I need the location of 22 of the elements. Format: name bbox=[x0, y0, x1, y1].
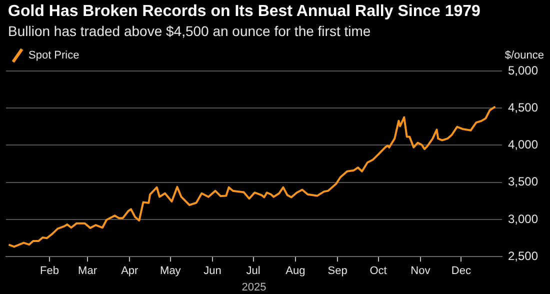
chart-subtitle: Bullion has traded above $4,500 an ounce for the first time bbox=[8, 23, 371, 39]
y-axis-title: $/ounce bbox=[504, 50, 544, 62]
x-axis-title: 2025 bbox=[242, 281, 266, 294]
x-tick-label: Dec bbox=[451, 265, 472, 278]
y-tick-label: 3,500 bbox=[508, 174, 538, 189]
y-tick-label: 5,000 bbox=[508, 63, 538, 78]
y-tick-label: 2,500 bbox=[508, 248, 538, 263]
x-tick-label: Nov bbox=[410, 265, 431, 278]
x-tick-label: Sep bbox=[328, 265, 348, 278]
x-tick-label: Jun bbox=[204, 265, 222, 278]
x-tick-label: May bbox=[160, 265, 182, 278]
x-tick-label: Mar bbox=[78, 265, 98, 278]
y-tick-label: 3,000 bbox=[508, 212, 538, 226]
x-tick-label: Oct bbox=[370, 265, 387, 278]
x-tick-label: Jul bbox=[246, 265, 260, 278]
y-tick-label: 4,500 bbox=[508, 100, 538, 114]
y-tick-label: 4,000 bbox=[508, 138, 538, 152]
x-tick-label: Apr bbox=[121, 265, 139, 278]
x-tick-label: Feb bbox=[40, 265, 59, 278]
chart-title: Gold Has Broken Records on Its Best Annual Rally Since 1979 bbox=[8, 3, 480, 21]
x-tick-label: Aug bbox=[286, 265, 306, 278]
legend-label: Spot Price bbox=[28, 50, 80, 62]
